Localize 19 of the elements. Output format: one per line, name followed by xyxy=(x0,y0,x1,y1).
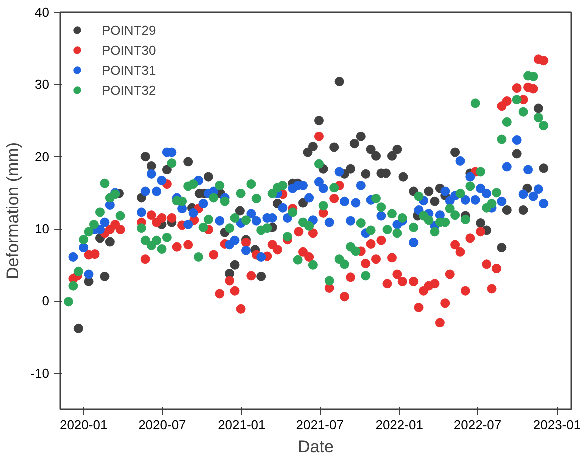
x-tick-label: 2023-01 xyxy=(533,418,582,432)
y-tick-label: 10 xyxy=(35,222,50,237)
x-tick-label: 2021-07 xyxy=(296,418,344,432)
y-tick-label: -10 xyxy=(30,366,50,381)
x-tick-label: 2020-07 xyxy=(138,418,186,432)
y-axis-title: Deformation (mm) xyxy=(4,142,23,280)
y-tick-label: 20 xyxy=(35,149,50,164)
y-tick-label: 0 xyxy=(42,294,50,309)
legend-label: POINT31 xyxy=(102,62,156,78)
legend-label: POINT30 xyxy=(102,42,156,58)
x-tick-label: 2021-01 xyxy=(218,418,266,432)
legend-label: POINT32 xyxy=(102,82,156,98)
x-tick-label: 2022-07 xyxy=(454,418,502,432)
x-axis-title: Date xyxy=(298,438,334,456)
y-tick-label: 40 xyxy=(35,5,50,20)
y-tick-label: 30 xyxy=(35,77,50,92)
x-tick-label: 2022-01 xyxy=(376,418,424,432)
x-tick-label: 2020-01 xyxy=(60,418,108,432)
legend-label: POINT29 xyxy=(102,22,156,38)
